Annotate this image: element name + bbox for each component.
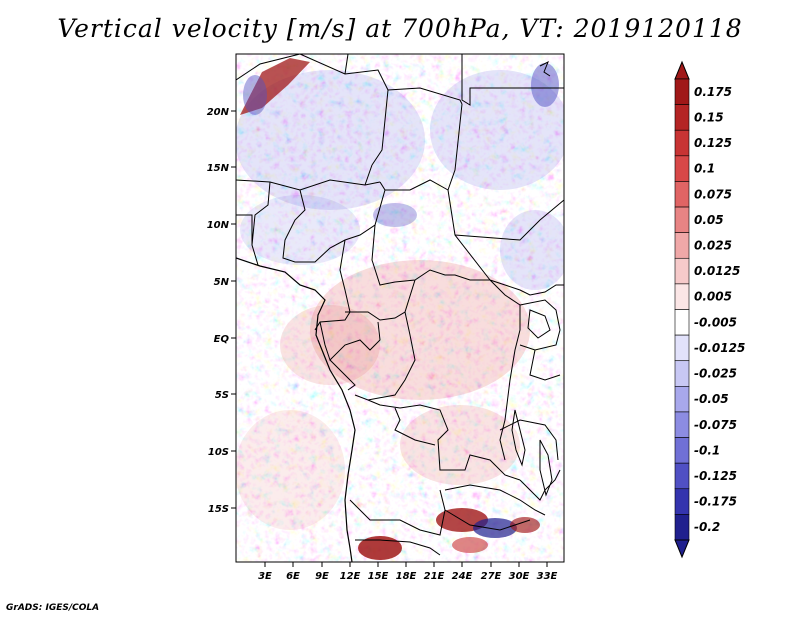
colorbar-label: 0.075 <box>694 187 732 201</box>
colorbar-label: -0.1 <box>694 443 720 457</box>
colorbar-swatch <box>674 181 690 208</box>
lat-label-5n: 5N <box>214 277 230 288</box>
lat-label-eq: EQ <box>214 334 230 345</box>
lat-label-10s: 10S <box>208 447 229 458</box>
lat-label-20n: 20N <box>207 107 230 118</box>
colorbar-label: -0.005 <box>694 315 737 329</box>
colorbar-label: -0.025 <box>694 367 737 381</box>
colorbar-label: 0.005 <box>694 290 732 304</box>
colorbar-swatch <box>674 437 690 464</box>
colorbar-label: 0.1 <box>694 162 715 176</box>
colorbar-label: -0.2 <box>694 520 720 534</box>
lon-label-27e: 27E <box>481 571 502 582</box>
lon-label-15e: 15E <box>368 571 389 582</box>
lon-label-9e: 9E <box>315 571 329 582</box>
country-borders <box>236 54 564 562</box>
colorbar: 0.175 0.15 0.125 0.1 0.075 0.05 0.025 0.0125 0.0… <box>674 60 745 559</box>
colorbar-swatch <box>674 334 690 362</box>
colorbar-label: 0.05 <box>694 213 724 227</box>
colorbar-label: 0.15 <box>694 110 724 124</box>
lon-label-21e: 21E <box>424 571 445 582</box>
colorbar-label: -0.175 <box>694 495 737 509</box>
lat-label-15s: 15S <box>208 504 229 515</box>
colorbar-swatch <box>674 232 690 259</box>
colorbar-swatch <box>674 514 690 541</box>
colorbar-label: -0.0125 <box>694 341 745 355</box>
colorbar-label: -0.075 <box>694 418 737 432</box>
colorbar-label: 0.125 <box>694 136 732 150</box>
lat-label-5s: 5S <box>215 390 229 401</box>
colorbar-swatch <box>674 155 690 182</box>
colorbar-swatch <box>674 488 690 515</box>
colorbar-label: 0.0125 <box>694 264 740 278</box>
colorbar-swatch <box>674 206 690 233</box>
lon-label-6e: 6E <box>286 571 300 582</box>
colorbar-swatch <box>674 309 690 336</box>
colorbar-swatch <box>674 283 690 310</box>
colorbar-swatch <box>674 462 690 490</box>
colorbar-arrow-top <box>674 60 690 80</box>
colorbar-swatch <box>674 257 690 285</box>
lat-label-10n: 10N <box>207 220 230 231</box>
map-frame <box>235 53 565 563</box>
grads-credit: GrADS: IGES/COLA <box>6 603 100 613</box>
lon-label-33e: 33E <box>537 571 558 582</box>
colorbar-swatch <box>674 411 690 438</box>
colorbar-label: 0.025 <box>694 238 732 252</box>
lon-label-18e: 18E <box>396 571 417 582</box>
colorbar-label: 0.175 <box>694 85 732 99</box>
colorbar-swatch <box>674 129 690 157</box>
lon-label-12e: 12E <box>340 571 361 582</box>
map-title: Vertical velocity [m/s] at 700hPa, VT: 2… <box>57 14 743 43</box>
lon-ticks <box>264 562 548 567</box>
lat-ticks <box>231 110 236 509</box>
lon-label-30e: 30E <box>509 571 530 582</box>
colorbar-swatch <box>674 360 690 387</box>
colorbar-swatch <box>674 78 690 105</box>
lon-label-24e: 24E <box>452 571 473 582</box>
colorbar-swatch <box>674 104 690 131</box>
colorbar-label: -0.125 <box>694 469 737 483</box>
lon-label-3e: 3E <box>258 571 272 582</box>
lat-label-15n: 15N <box>207 163 230 174</box>
colorbar-label: -0.05 <box>694 392 729 406</box>
colorbar-arrow-bottom <box>674 539 690 559</box>
colorbar-swatch <box>674 386 690 413</box>
